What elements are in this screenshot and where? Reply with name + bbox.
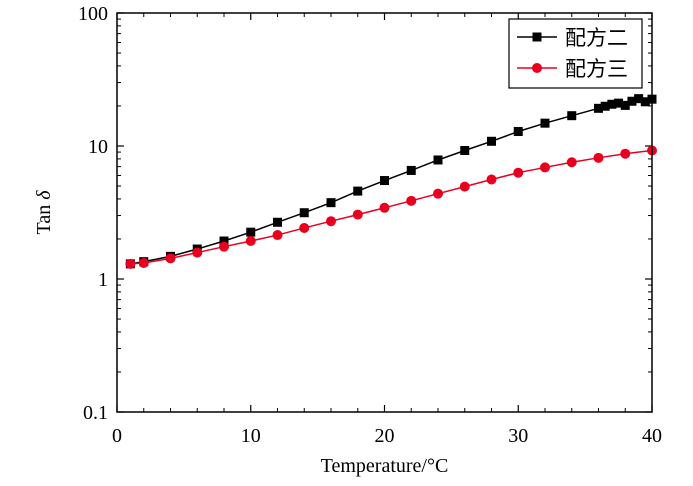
data-point (600, 101, 610, 111)
data-point (352, 209, 363, 220)
data-point (460, 146, 470, 156)
data-point (634, 94, 644, 104)
x-axis-ticks: 0 10 20 30 40 (112, 13, 662, 447)
y-tick-label: 0.1 (83, 402, 108, 424)
data-point (165, 253, 176, 264)
legend-item: 配方三 (517, 57, 628, 81)
y-axis-title-symbol: δ (33, 190, 55, 200)
data-point (219, 241, 229, 252)
data-point (620, 100, 630, 110)
data-point (326, 216, 336, 227)
data-point (513, 167, 524, 178)
legend-label: 配方二 (565, 26, 628, 50)
series-2 (125, 145, 657, 269)
x-tick-label: 20 (375, 425, 395, 447)
data-point (273, 217, 282, 227)
y-tick-label: 10 (88, 136, 108, 158)
legend-box (508, 18, 643, 89)
data-point (486, 174, 497, 185)
data-point (540, 162, 550, 173)
data-point (299, 222, 310, 233)
data-point (459, 181, 470, 192)
data-point (246, 227, 256, 237)
x-tick-label: 40 (642, 425, 662, 447)
data-point (326, 198, 336, 208)
y-tick-label: 1 (98, 269, 108, 291)
data-point (219, 236, 229, 246)
data-point (272, 230, 283, 241)
data-point (299, 208, 309, 218)
legend-item: 配方二 (517, 26, 628, 50)
legend-marker (532, 32, 542, 42)
data-point (406, 165, 416, 175)
data-point (540, 118, 550, 128)
data-point (607, 99, 617, 109)
data-point (353, 186, 363, 196)
data-point (433, 155, 443, 165)
y-axis-title-prefix: Tan (33, 200, 55, 235)
legend-marker (532, 63, 542, 73)
y-axis-title: Tan δ (33, 190, 55, 235)
legend-label: 配方三 (565, 57, 628, 81)
data-point (406, 195, 417, 206)
y-tick-label: 100 (78, 3, 108, 25)
data-point (379, 202, 390, 213)
x-tick-label: 10 (241, 425, 261, 447)
x-axis-title: Temperature/°C (321, 455, 449, 477)
data-point (513, 127, 523, 137)
data-point (245, 236, 256, 247)
data-point (640, 97, 650, 107)
data-point (594, 103, 603, 113)
x-tick-label: 0 (112, 425, 122, 447)
data-point (433, 188, 443, 199)
data-point (627, 96, 637, 106)
data-point (380, 176, 389, 186)
data-point (487, 136, 496, 146)
plot-frame (116, 12, 653, 413)
data-point (593, 152, 604, 163)
data-point (620, 148, 631, 159)
data-point (566, 157, 577, 168)
data-point (138, 257, 149, 268)
data-point (614, 98, 624, 108)
data-point (192, 247, 203, 258)
x-tick-label: 30 (508, 425, 528, 447)
data-point (125, 258, 136, 269)
data-point (567, 111, 577, 121)
